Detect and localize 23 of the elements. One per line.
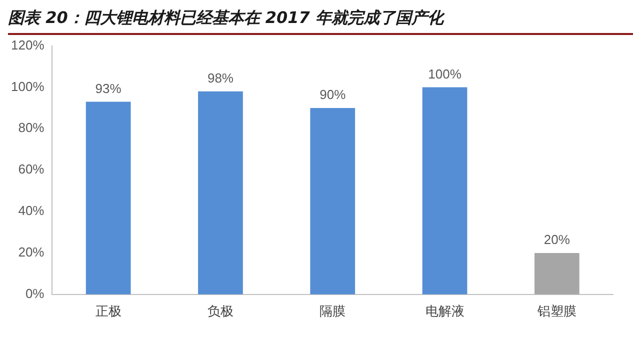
x-tick-label: 负极 [207, 304, 234, 320]
bar [198, 91, 243, 294]
chart-title: 图表 20：四大锂电材料已经基本在 2017 年就完成了国产化 [8, 8, 633, 35]
x-tick-label: 铝塑膜 [536, 304, 576, 320]
bar [422, 87, 468, 294]
y-tick-label: 80% [18, 120, 45, 136]
data-label: 100% [428, 66, 462, 82]
y-tick-label: 120% [11, 37, 45, 52]
data-label: 20% [544, 232, 570, 248]
y-tick-label: 0% [25, 286, 45, 301]
y-tick-label: 100% [11, 78, 45, 94]
x-tick-label: 正极 [95, 304, 122, 320]
x-tick-label: 电解液 [425, 304, 464, 320]
x-tick-label: 隔膜 [320, 304, 346, 320]
bar [534, 252, 580, 294]
bar [310, 108, 356, 294]
data-label: 93% [95, 80, 122, 96]
y-tick-label: 40% [18, 203, 45, 218]
data-label: 90% [320, 87, 346, 102]
y-tick-label: 20% [18, 244, 45, 260]
y-tick-label: 60% [18, 162, 45, 177]
bar [86, 102, 131, 294]
data-label: 98% [207, 70, 234, 86]
